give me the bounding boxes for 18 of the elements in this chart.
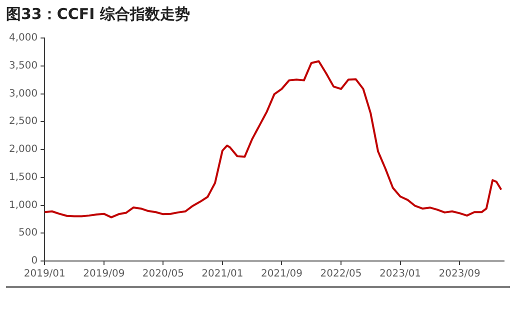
y-tick-label: 2,500 xyxy=(8,116,38,128)
x-tick-label: 2022/05 xyxy=(320,268,362,280)
y-tick-label: 4,000 xyxy=(8,32,38,44)
x-tick-label: 2019/01 xyxy=(24,268,66,280)
y-tick-label: 500 xyxy=(18,228,38,239)
x-tick-label: 2021/09 xyxy=(260,268,302,280)
x-tick-label: 2023/09 xyxy=(438,268,480,280)
x-tick-label: 2019/09 xyxy=(83,268,125,280)
x-tick-label: 2020/05 xyxy=(142,268,184,280)
y-tick-label: 0 xyxy=(31,256,38,267)
x-tick-label: 2021/01 xyxy=(202,268,244,280)
y-tick-label: 3,500 xyxy=(8,60,38,72)
chart-title: 图33：CCFI 综合指数走势 xyxy=(6,4,190,23)
y-tick-label: 1,500 xyxy=(8,172,38,183)
y-tick-label: 2,000 xyxy=(8,144,38,156)
y-tick-label: 3,000 xyxy=(8,88,38,100)
x-tick-label: 2023/01 xyxy=(379,268,422,280)
y-tick-label: 1,000 xyxy=(8,200,38,211)
